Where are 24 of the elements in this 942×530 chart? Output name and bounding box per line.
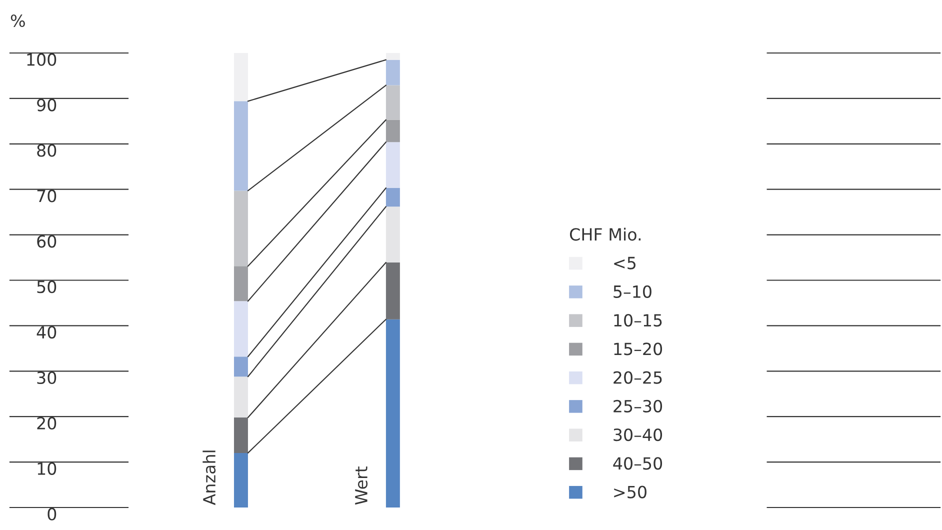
legend-title: CHF Mio.	[570, 228, 641, 241]
y-tick-label: 50	[37, 280, 56, 294]
legend-label: 15–20	[614, 342, 662, 356]
legend-label: 40–50	[613, 457, 662, 470]
legend-label: 10–15	[614, 314, 662, 327]
x-tick-label: Wert	[355, 466, 368, 505]
legend-label: 25–30	[614, 400, 662, 412]
y-tick-label: 80	[37, 144, 56, 157]
legend-label: >50	[614, 486, 646, 498]
y-tick-label: 30	[37, 371, 56, 384]
y-axis-title: %	[10, 14, 25, 28]
y-tick-label: 40	[36, 326, 56, 339]
legend-label: 20–25	[614, 371, 662, 384]
x-tick-label: Anzahl	[202, 450, 216, 506]
y-tick-label: 0	[48, 508, 56, 520]
y-tick-label: 10	[38, 462, 56, 475]
legend-label: 5–10	[614, 285, 652, 298]
legend-label: <5	[614, 256, 636, 270]
y-tick-label: 100	[27, 53, 56, 66]
y-tick-label: 20	[37, 416, 56, 430]
y-tick-label: 60	[37, 235, 56, 248]
y-tick-label: 90	[37, 98, 56, 112]
legend-label: 30–40	[614, 428, 662, 442]
y-tick-label: 70	[37, 190, 56, 202]
